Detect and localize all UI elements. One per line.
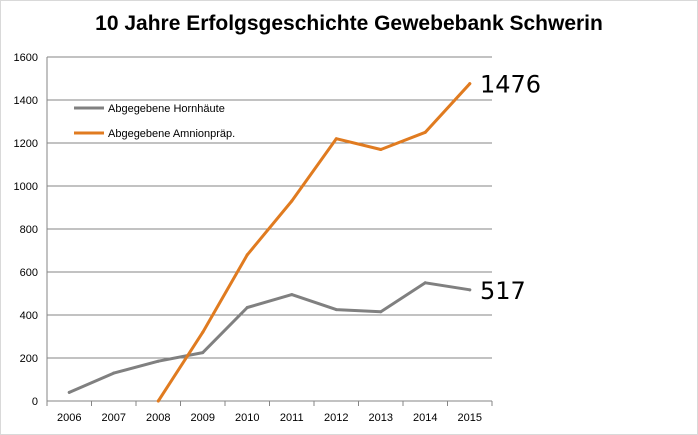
x-tick-label-2011: 2011 xyxy=(280,412,304,424)
x-tick-label-2014: 2014 xyxy=(413,412,437,424)
y-tick-label-200: 200 xyxy=(20,353,38,365)
x-tick-label-2007: 2007 xyxy=(102,412,126,424)
data-point-1-2015 xyxy=(468,82,472,86)
data-point-0-2006 xyxy=(67,390,71,394)
x-tick-label-2015: 2015 xyxy=(458,412,482,424)
y-tick-label-1400: 1400 xyxy=(14,95,38,107)
y-tick-label-800: 800 xyxy=(20,224,38,236)
legend-label-0: Abgegebene Hornhäute xyxy=(108,103,225,115)
data-point-1-2014 xyxy=(423,130,427,134)
y-tick-label-1000: 1000 xyxy=(14,181,38,193)
y-tick-label-0: 0 xyxy=(32,396,38,408)
data-point-0-2015 xyxy=(468,288,472,292)
end-value-label-0: 1476 xyxy=(480,71,541,99)
data-point-1-2013 xyxy=(379,147,383,151)
data-point-0-2013 xyxy=(379,310,383,314)
chart-title: 10 Jahre Erfolgsgeschichte Gewebebank Sc… xyxy=(95,12,603,35)
data-point-1-2008 xyxy=(156,399,160,403)
data-point-0-2009 xyxy=(201,351,205,355)
y-tick-label-400: 400 xyxy=(20,310,38,322)
data-point-1-2009 xyxy=(201,330,205,334)
series-line-1 xyxy=(156,82,472,403)
data-point-0-2007 xyxy=(112,371,116,375)
y-tick-label-1200: 1200 xyxy=(14,138,38,150)
data-point-0-2010 xyxy=(245,305,249,309)
data-point-0-2014 xyxy=(423,281,427,285)
data-point-1-2010 xyxy=(245,253,249,257)
x-tick-label-2008: 2008 xyxy=(146,412,170,424)
x-tick-label-2010: 2010 xyxy=(235,412,259,424)
data-point-1-2011 xyxy=(290,199,294,203)
legend-label-1: Abgegebene Amnionpräp. xyxy=(108,128,235,140)
data-point-0-2008 xyxy=(156,359,160,363)
x-tick-label-2013: 2013 xyxy=(369,412,393,424)
x-tick-label-2012: 2012 xyxy=(324,412,348,424)
data-point-0-2012 xyxy=(334,308,338,312)
data-point-1-2012 xyxy=(334,137,338,141)
y-tick-label-1600: 1600 xyxy=(14,52,38,64)
y-tick-label-600: 600 xyxy=(20,267,38,279)
x-tick-label-2006: 2006 xyxy=(57,412,81,424)
end-value-label-1: 517 xyxy=(480,277,526,305)
series-line-0 xyxy=(67,281,472,394)
data-point-0-2011 xyxy=(290,293,294,297)
x-tick-label-2009: 2009 xyxy=(191,412,215,424)
